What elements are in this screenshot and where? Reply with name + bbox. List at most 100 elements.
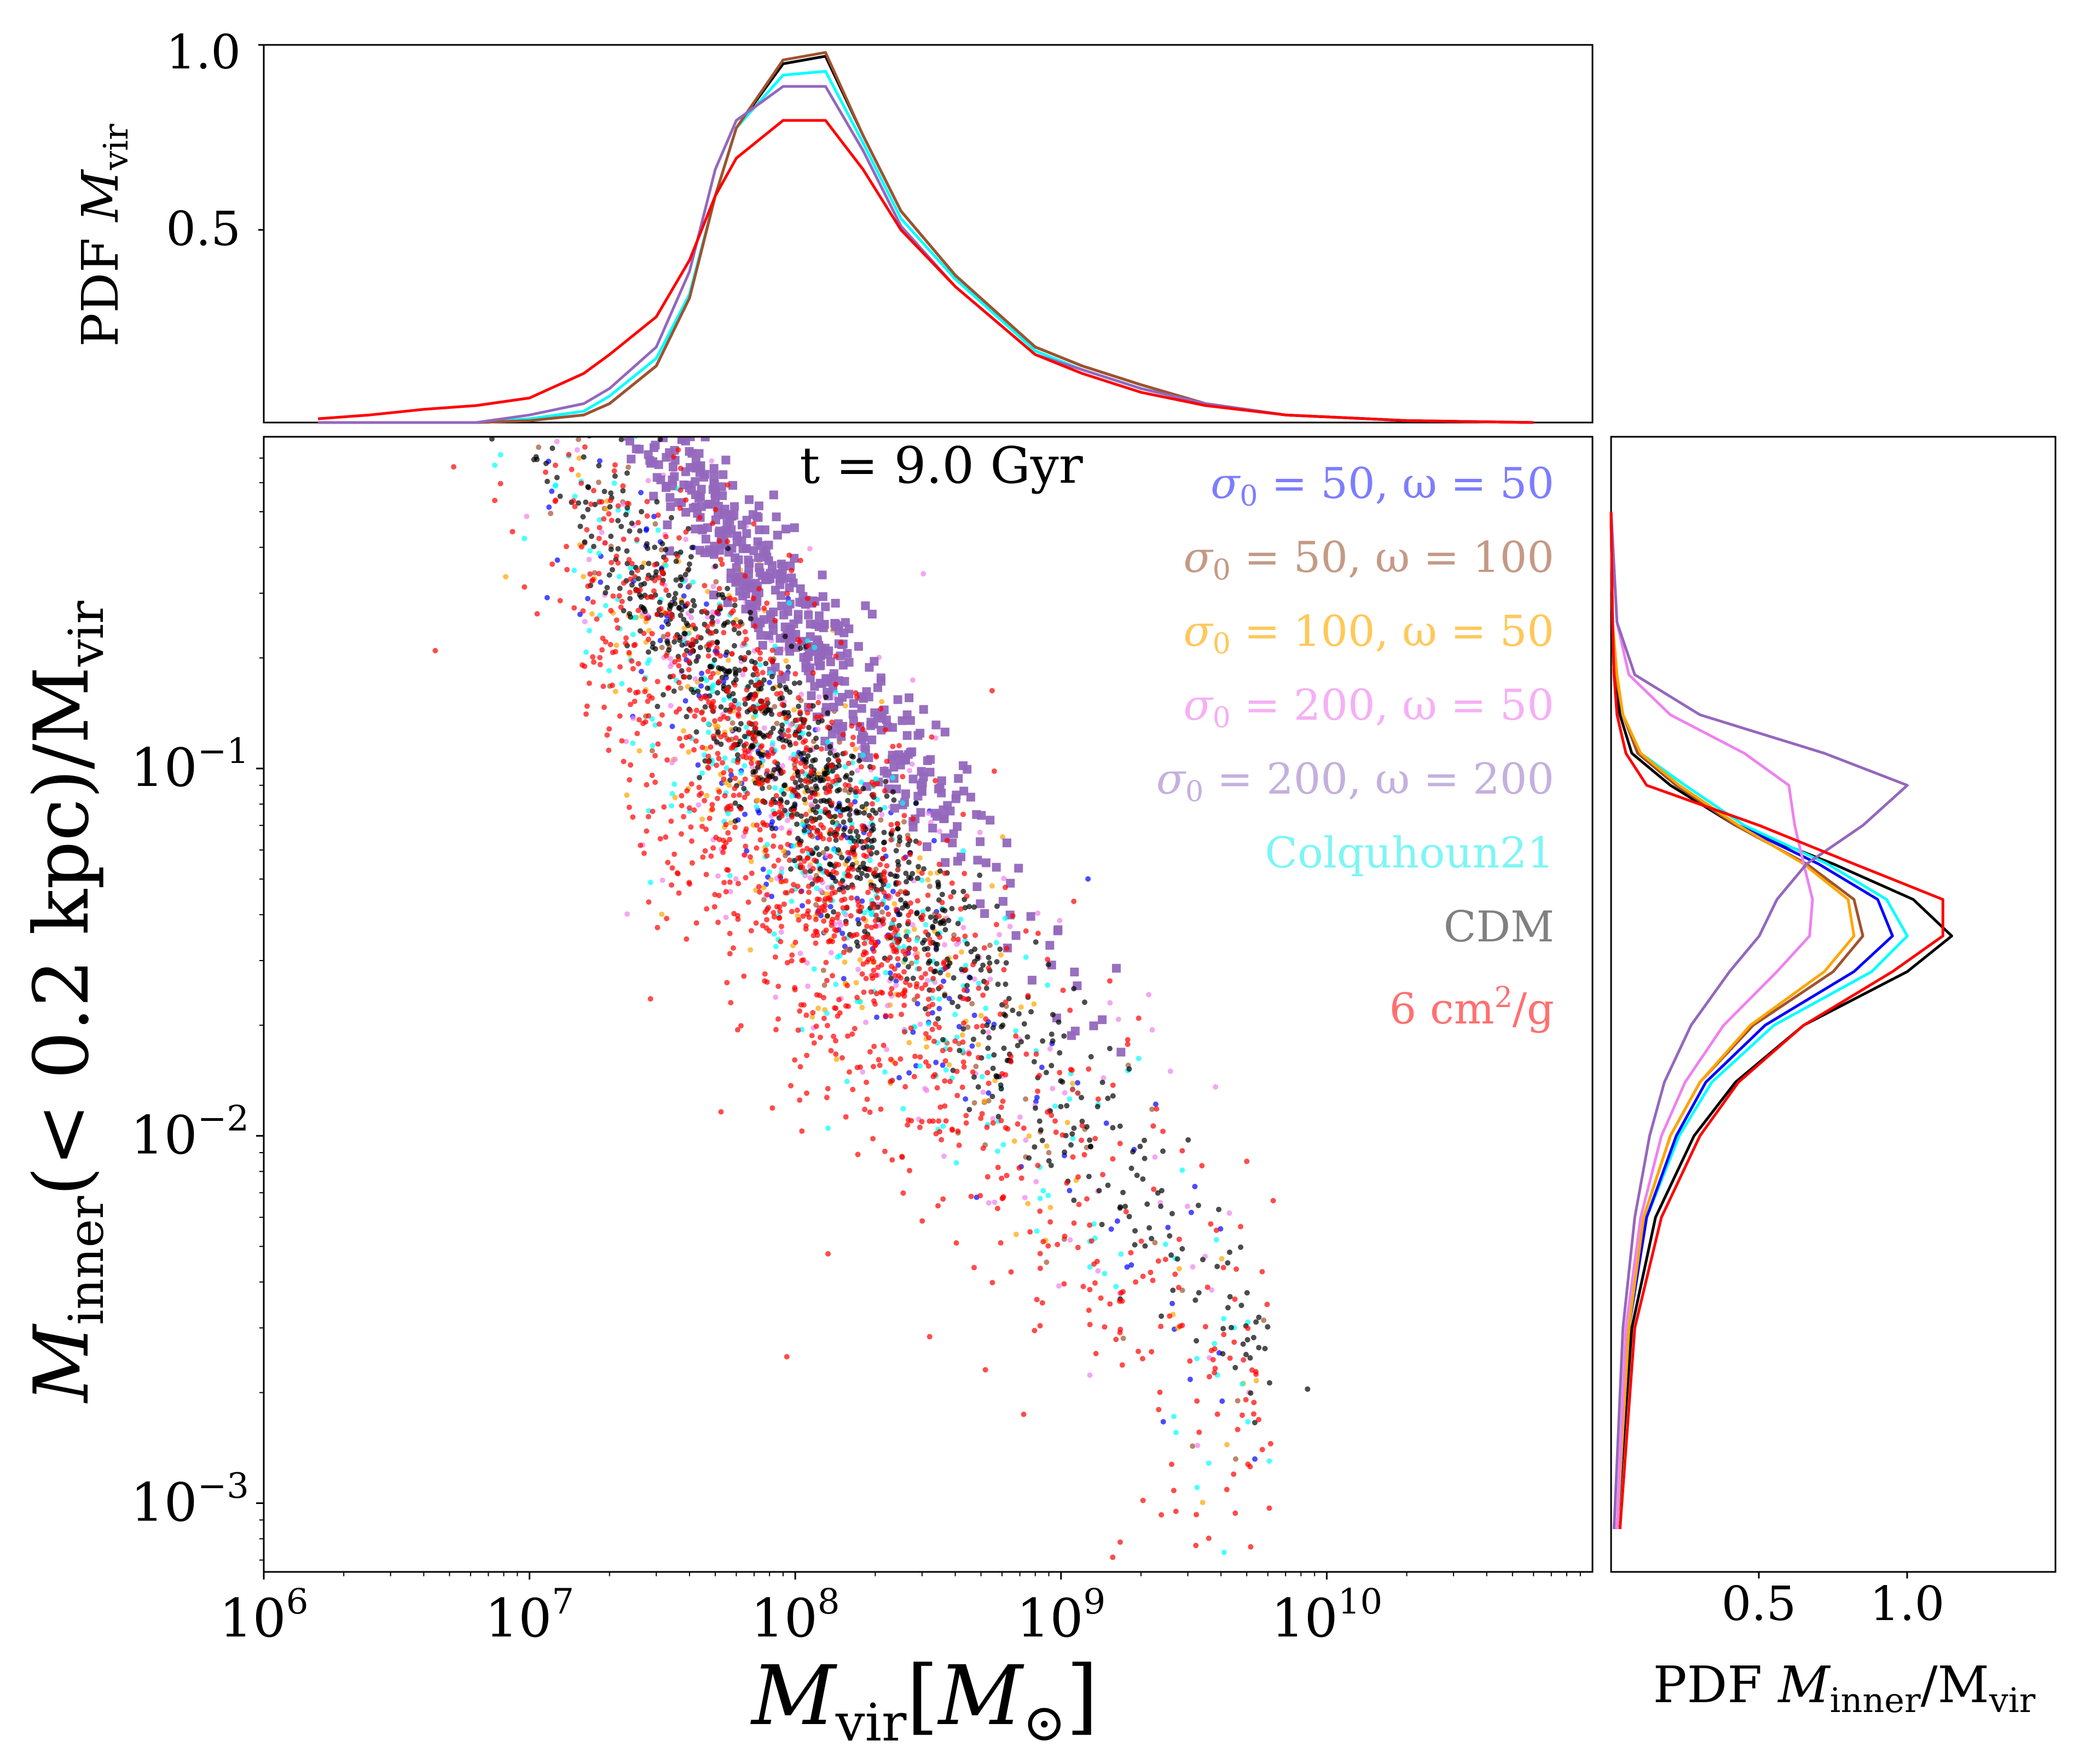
- scatter-point: [732, 818, 738, 824]
- scatter-point: [768, 561, 777, 570]
- scatter-point: [686, 437, 695, 442]
- scatter-point: [860, 952, 866, 958]
- scatter-point: [595, 479, 601, 485]
- scatter-point: [650, 640, 656, 646]
- scatter-point: [1151, 1186, 1157, 1192]
- scatter-point: [755, 568, 764, 577]
- scatter-point: [652, 577, 658, 583]
- scatter-point: [621, 759, 627, 765]
- scatter-point: [863, 975, 869, 981]
- scatter-point: [679, 831, 685, 837]
- scatter-point: [686, 561, 692, 567]
- scatter-point: [668, 514, 674, 520]
- scatter-point: [806, 725, 812, 731]
- scatter-point: [667, 610, 673, 616]
- scatter-point: [861, 910, 867, 916]
- scatter-point: [755, 760, 761, 766]
- scatter-point: [828, 950, 834, 956]
- scatter-point: [924, 978, 930, 984]
- scatter-point: [1031, 1059, 1037, 1065]
- scatter-point: [693, 920, 699, 926]
- scatter-point: [657, 638, 663, 644]
- scatter-point: [947, 1046, 953, 1052]
- scatter-point: [1120, 1335, 1126, 1341]
- scatter-point: [817, 866, 823, 872]
- scatter-point: [897, 1056, 904, 1062]
- scatter-point: [553, 482, 559, 488]
- scatter-point: [832, 1005, 838, 1011]
- scatter-point: [960, 1059, 966, 1065]
- scatter-point: [688, 781, 694, 787]
- scatter-point: [672, 756, 678, 762]
- scatter-point: [885, 883, 891, 889]
- scatter-point: [688, 554, 694, 560]
- scatter-point: [867, 610, 877, 619]
- scatter-point: [728, 481, 738, 490]
- scatter-point: [1225, 1305, 1231, 1311]
- scatter-point: [624, 437, 633, 441]
- scatter-point: [571, 605, 577, 611]
- scatter-point: [744, 495, 754, 504]
- scatter-point: [587, 571, 593, 577]
- scatter-point: [742, 776, 748, 782]
- scatter-point: [841, 826, 847, 832]
- scatter-point: [1027, 1229, 1033, 1235]
- scatter-point: [536, 444, 542, 450]
- scatter-point: [769, 674, 775, 680]
- scatter-point: [966, 904, 972, 910]
- scatter-point: [1159, 1188, 1165, 1194]
- scatter-point: [774, 720, 780, 726]
- scatter-point: [683, 536, 689, 542]
- scatter-point: [791, 807, 797, 813]
- scatter-point: [864, 753, 873, 762]
- scatter-point: [781, 709, 787, 715]
- scatter-point: [721, 770, 727, 776]
- scatter-point: [1070, 1080, 1076, 1086]
- scatter-point: [762, 971, 768, 977]
- scatter-point: [923, 971, 929, 977]
- scatter-point: [1045, 1109, 1051, 1115]
- scatter-point: [649, 631, 655, 637]
- scatter-point: [954, 774, 963, 783]
- scatter-point: [847, 812, 853, 818]
- scatter-point: [977, 1193, 983, 1199]
- scatter-point: [836, 786, 842, 793]
- scatter-point: [749, 546, 758, 556]
- scatter-point: [635, 661, 641, 667]
- scatter-point: [940, 1196, 946, 1202]
- scatter-point: [926, 755, 935, 764]
- scatter-point: [900, 774, 906, 780]
- scatter-point: [800, 903, 806, 909]
- scatter-point: [1238, 1244, 1244, 1250]
- scatter-point: [953, 822, 962, 831]
- scatter-point: [842, 750, 848, 756]
- scatter-point: [1031, 1001, 1037, 1007]
- scatter-point: [676, 680, 682, 686]
- scatter-point: [624, 470, 630, 476]
- scatter-point: [754, 774, 760, 780]
- main-panel-frame: [263, 436, 1594, 1573]
- scatter-point: [772, 954, 778, 960]
- scatter-point: [955, 921, 961, 927]
- scatter-point: [931, 1038, 937, 1044]
- scatter-point: [906, 874, 912, 880]
- scatter-point: [603, 639, 609, 645]
- scatter-point: [874, 1014, 880, 1020]
- scatter-point: [843, 921, 849, 927]
- scatter-point: [730, 945, 736, 951]
- scatter-point: [604, 732, 610, 738]
- scatter-point: [750, 769, 756, 775]
- scatter-point: [554, 438, 560, 444]
- scatter-point: [940, 727, 949, 737]
- scatter-point: [1004, 1172, 1010, 1178]
- scatter-point: [741, 973, 747, 979]
- scatter-point: [980, 909, 989, 918]
- scatter-point: [570, 498, 576, 504]
- scatter-point: [770, 725, 776, 731]
- scatter-point: [889, 828, 895, 834]
- scatter-point: [742, 529, 751, 538]
- scatter-point: [882, 805, 888, 811]
- scatter-point: [1216, 1206, 1222, 1212]
- scatter-point: [710, 733, 716, 739]
- scatter-point: [1006, 878, 1015, 888]
